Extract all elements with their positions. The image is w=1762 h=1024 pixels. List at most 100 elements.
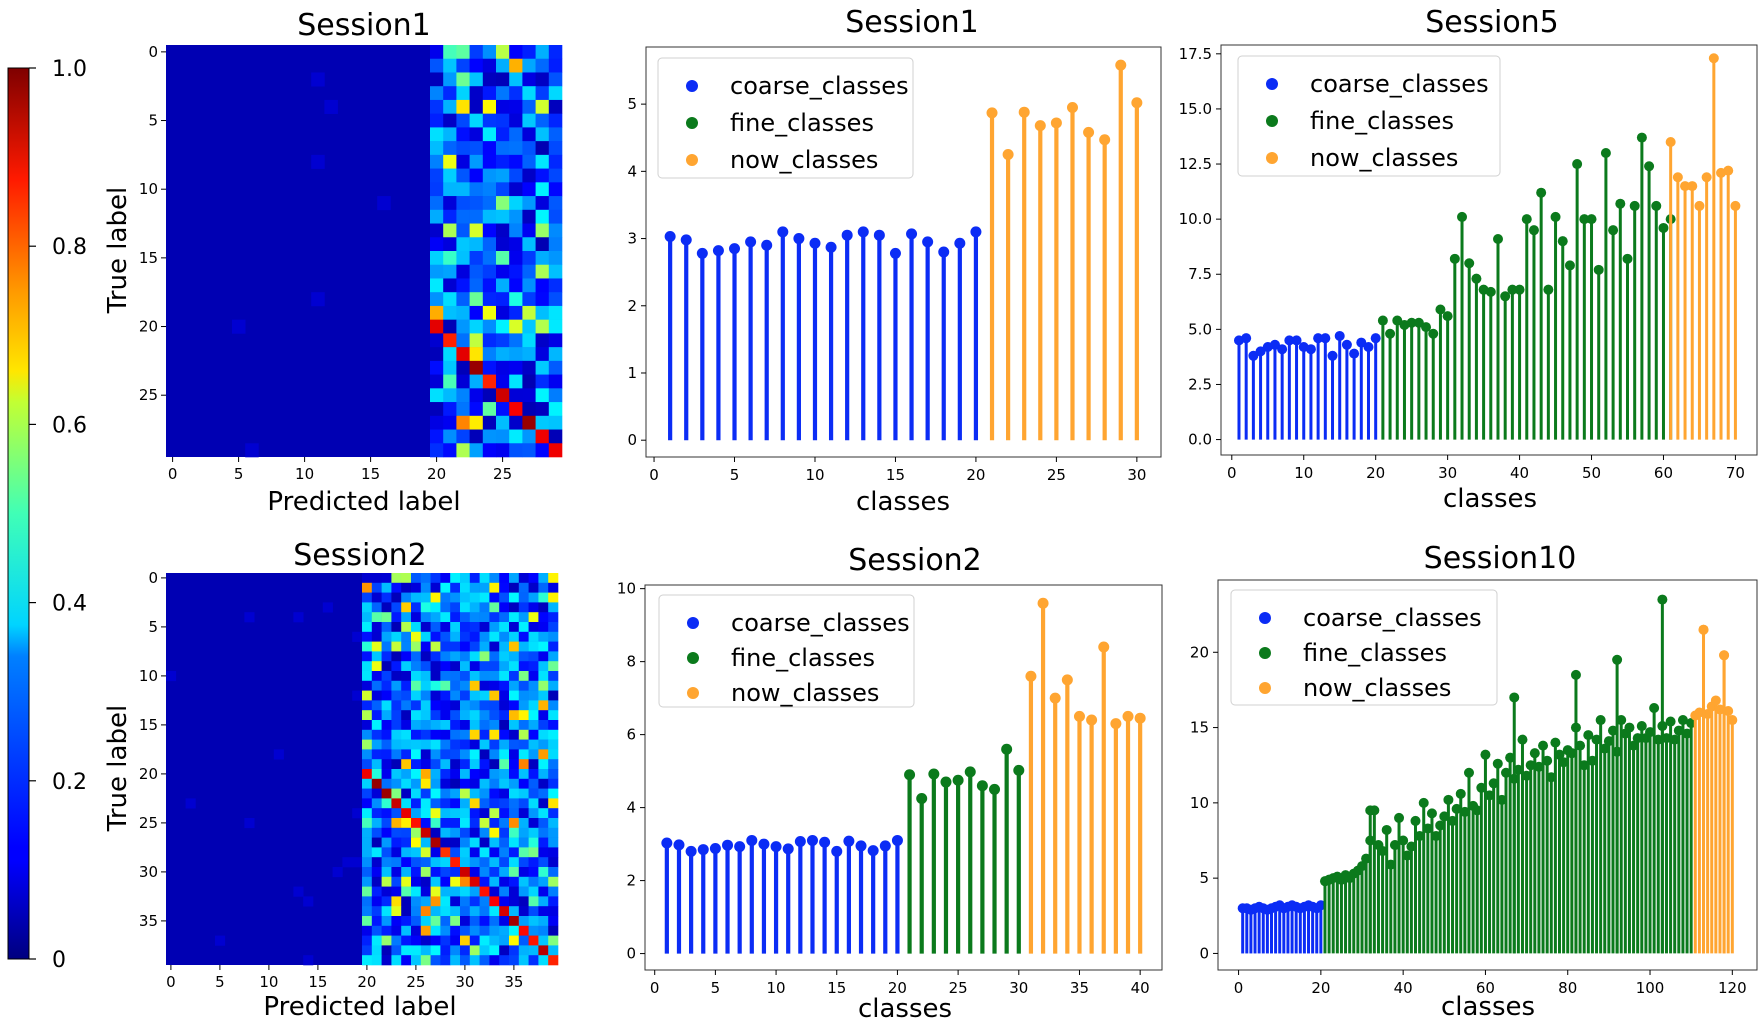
heatmap-cell (460, 592, 471, 603)
cm-y-tick-label: 35 (139, 912, 158, 930)
heatmap-cell (401, 837, 412, 848)
heatmap-cell (538, 759, 549, 770)
heatmap-cell (535, 99, 550, 114)
stem-marker (873, 229, 885, 241)
heatmap-cell (535, 45, 550, 60)
heatmap-cell (430, 671, 441, 682)
heatmap-cell (528, 925, 539, 936)
heatmap-cell (482, 292, 497, 307)
cm-y-tick-label: 30 (139, 863, 158, 881)
heatmap-cell (548, 671, 559, 682)
heatmap-cell (489, 837, 500, 848)
stem-chart-session10: Session10 0 20 40 60 80 100 120 0 5 10 15 20 coarse_… (1190, 541, 1758, 1022)
legend-marker (1266, 78, 1278, 90)
heatmap-cell (420, 935, 431, 946)
x-tick-label: 10 (767, 979, 786, 997)
heatmap-cell (518, 935, 529, 946)
heatmap-cell (499, 827, 510, 838)
heatmap-cell (528, 935, 539, 946)
heatmap-cell (371, 612, 382, 623)
stem-marker (1665, 136, 1676, 147)
s5-plot: 0 10 20 30 40 50 60 70 0.0 2.5 5.0 7.5 10.0 12.5 15.0 1… (1179, 44, 1758, 482)
stem-marker (1624, 722, 1635, 733)
heatmap-cell (535, 402, 550, 417)
stem-peak-marker (1365, 805, 1376, 816)
heatmap-cell (496, 99, 510, 114)
heatmap-cell (450, 690, 461, 701)
heatmap-cell (456, 168, 470, 183)
cm2-cells (166, 573, 559, 966)
heatmap-cell (430, 857, 441, 868)
heatmap-cell (528, 896, 539, 907)
heatmap-cell (460, 622, 471, 633)
heatmap-cell (535, 72, 550, 87)
cm-x-tick-label: 20 (427, 465, 446, 483)
heatmap-cell (482, 251, 497, 266)
heatmap-cell (362, 769, 373, 780)
s2-xlabel: classes (858, 994, 952, 1024)
heatmap-cell (371, 827, 382, 838)
y-tick-label: 5.0 (1188, 320, 1212, 338)
heatmap-cell (509, 99, 523, 114)
heatmap-cell (245, 443, 259, 458)
heatmap-cell (430, 876, 441, 887)
heatmap-cell (469, 818, 480, 829)
heatmap-cell (518, 916, 529, 927)
heatmap-cell (450, 612, 461, 623)
heatmap-cell (420, 700, 431, 711)
stem-marker (664, 231, 676, 243)
y-tick-label: 3 (627, 230, 637, 248)
heatmap-cell (411, 827, 422, 838)
stem-marker (1686, 718, 1697, 729)
heatmap-cell (371, 739, 382, 750)
heatmap-cell (522, 168, 536, 183)
x-tick-label: 40 (1131, 979, 1150, 997)
stem-marker (1037, 597, 1049, 609)
heatmap-cell (443, 333, 457, 348)
heatmap-cell (391, 710, 402, 721)
heatmap-cell (440, 759, 451, 770)
stem-marker (1661, 733, 1672, 744)
stem-marker (857, 226, 869, 238)
heatmap-cell (430, 388, 444, 403)
heatmap-cell (381, 808, 392, 819)
heatmap-cell (450, 847, 461, 858)
heatmap-cell (440, 710, 451, 721)
heatmap-cell (411, 602, 422, 613)
heatmap-cell (548, 896, 559, 907)
heatmap-cell (456, 182, 470, 197)
x-tick-label: 50 (1582, 464, 1601, 482)
heatmap-cell (450, 573, 461, 584)
heatmap-cell (469, 388, 484, 403)
heatmap-cell (469, 154, 484, 169)
heatmap-cell (482, 374, 497, 389)
heatmap-cell (509, 333, 523, 348)
legend-label: now_classes (731, 679, 879, 707)
stem-marker (889, 247, 901, 259)
heatmap-cell (440, 749, 451, 760)
stem-marker (1708, 53, 1719, 64)
y-tick-label: 5 (627, 95, 637, 113)
heatmap-cell (509, 264, 523, 279)
heatmap-cell (479, 582, 490, 593)
heatmap-cell (450, 778, 461, 789)
stem-marker (1413, 317, 1424, 328)
legend-label: coarse_classes (730, 72, 909, 100)
heatmap-cell (469, 72, 484, 87)
heatmap-cell (391, 876, 402, 887)
heatmap-cell (391, 837, 402, 848)
heatmap-cell (548, 720, 559, 731)
x-tick-label: 20 (1311, 979, 1330, 997)
heatmap-cell (528, 876, 539, 887)
heatmap-cell (391, 916, 402, 927)
heatmap-cell (456, 278, 470, 293)
heatmap-cell (391, 661, 402, 672)
stem-marker (1658, 222, 1669, 233)
heatmap-cell (489, 847, 500, 858)
heatmap-cell (430, 906, 441, 917)
stem-marker (1428, 328, 1439, 339)
stem-marker (1694, 200, 1705, 211)
stem-marker (1241, 333, 1252, 344)
heatmap-cell (499, 729, 510, 740)
stem-marker (1677, 715, 1688, 726)
